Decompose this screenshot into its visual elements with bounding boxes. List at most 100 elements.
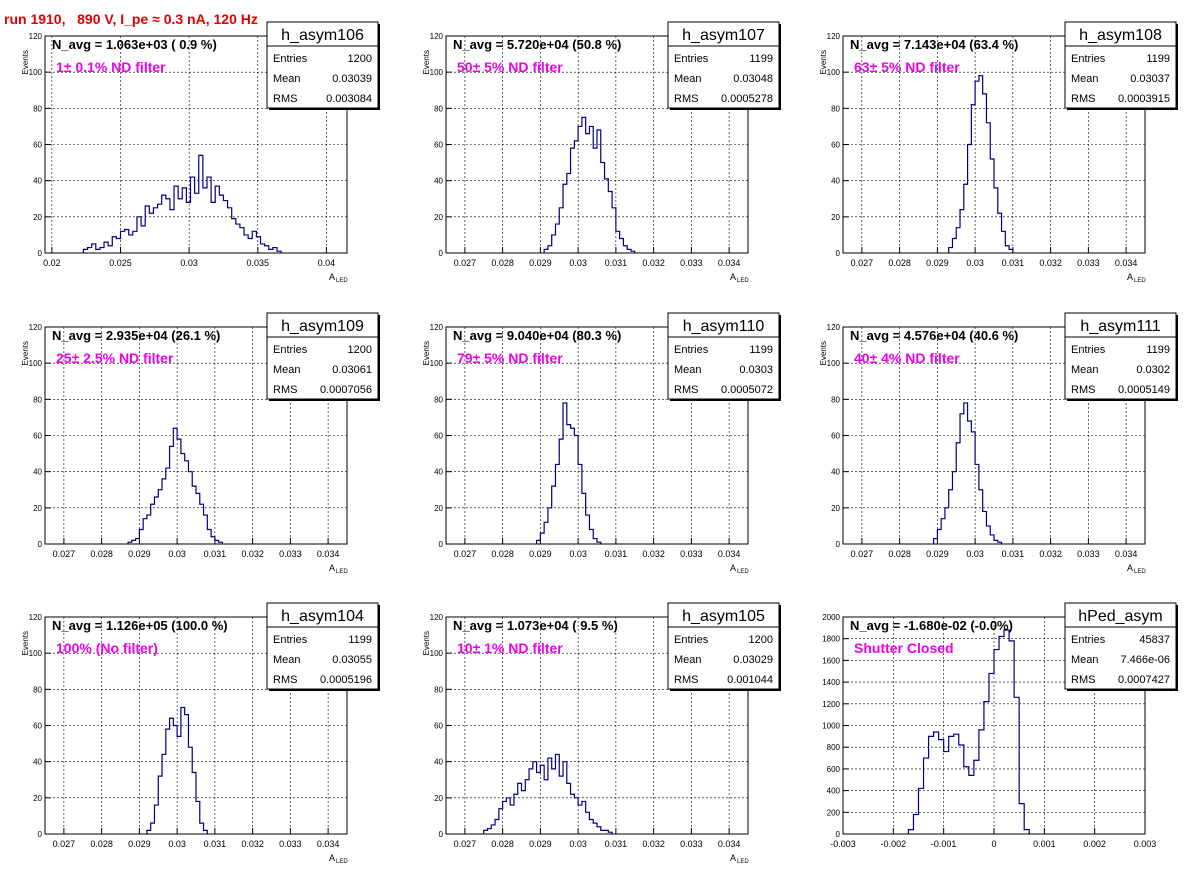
y-tick-label: 0: [38, 249, 43, 258]
histogram-bin: [908, 830, 913, 834]
navg-label: N_avg = 7.143e+04 (63.4 %): [850, 37, 1018, 52]
x-tick-label: 0.03: [569, 258, 587, 268]
x-tick-label: 0.033: [680, 258, 703, 268]
x-axis-label-subscript: LED: [1134, 569, 1146, 575]
x-tick-label: 0.028: [491, 839, 514, 849]
x-axis-label: A: [329, 853, 335, 863]
histogram-name: h_asym107: [682, 27, 765, 44]
histogram-bin: [145, 206, 149, 253]
histogram-name: h_asym108: [1079, 27, 1162, 44]
histogram-outline: [933, 402, 1003, 544]
histogram-name: h_asym111: [1080, 318, 1160, 335]
stats-label: Entries: [674, 634, 709, 646]
stats-box: [667, 602, 780, 690]
stats-value: 0.001044: [727, 674, 773, 686]
x-tick-label: 0.034: [317, 549, 340, 559]
histogram-bin: [166, 199, 170, 253]
x-tick-label: -0.001: [931, 839, 957, 849]
histogram-bin: [178, 199, 182, 253]
x-tick-label: 0.028: [491, 549, 514, 559]
histogram-bin: [133, 231, 137, 253]
histogram-bin: [147, 515, 151, 544]
histogram-bin: [129, 235, 133, 253]
histogram-bin: [537, 773, 541, 834]
stats-label: Entries: [1071, 344, 1106, 356]
y-tick-label: 120: [29, 32, 43, 41]
x-tick-label: 0.027: [851, 549, 874, 559]
plot-frame: [445, 35, 749, 254]
y-tick-label: 120: [430, 323, 444, 332]
y-tick-label: 0: [439, 540, 444, 549]
x-tick-label: 0.029: [926, 549, 949, 559]
stats-box: [1064, 21, 1177, 109]
filter-label: 40± 4% ND filter: [854, 350, 960, 366]
y-tick-label: 80: [33, 395, 42, 404]
y-tick-label: 40: [33, 468, 42, 477]
histogram-bin: [571, 794, 575, 834]
plot-frame: [44, 616, 348, 835]
filter-label: Shutter Closed: [854, 640, 954, 656]
stats-value: 1200: [348, 344, 372, 356]
navg-label: N_avg = 2.935e+04 (26.1 %): [52, 328, 220, 343]
y-tick-label: 100: [29, 649, 43, 658]
filter-label: 63± 5% ND filter: [854, 59, 960, 75]
x-tick-label: 0.03: [966, 258, 984, 268]
y-tick-label: 80: [33, 104, 42, 113]
x-tick-label: 0.028: [491, 258, 514, 268]
x-tick-label: 0.031: [1002, 549, 1025, 559]
y-tick-label: 120: [430, 32, 444, 41]
x-tick-label: 0.03: [966, 549, 984, 559]
x-tick-label: 0.002: [1083, 839, 1106, 849]
histogram-bin: [1024, 830, 1029, 834]
y-tick-label: 60: [33, 141, 42, 150]
histogram-outline: [536, 402, 602, 544]
histogram-bin: [994, 650, 999, 834]
x-tick-label: 0.029: [529, 258, 552, 268]
stats-label: Mean: [273, 654, 301, 666]
histogram-bin: [121, 231, 125, 253]
y-tick-label: 20: [434, 794, 443, 803]
histogram-bin: [256, 237, 260, 253]
stats-value: 0.03037: [1130, 73, 1170, 85]
x-tick-label: 0.029: [529, 839, 552, 849]
x-tick-label: 0: [991, 839, 996, 849]
y-tick-label: 80: [831, 395, 840, 404]
x-tick-label: 0.028: [888, 258, 911, 268]
histogram-bin: [261, 244, 265, 253]
stats-label: RMS: [674, 93, 698, 105]
x-axis-label-subscript: LED: [336, 569, 348, 575]
stats-label: RMS: [1071, 384, 1095, 396]
x-tick-label: 0.035: [247, 258, 270, 268]
histogram-bin: [203, 188, 207, 253]
navg-label: N_avg = 5.720e+04 (50.8 %): [453, 37, 621, 52]
histogram-bin: [153, 208, 157, 253]
stats-value: 0.03055: [332, 654, 372, 666]
y-tick-label: 40: [831, 468, 840, 477]
histogram-bin: [232, 219, 236, 253]
histogram-bin: [185, 461, 189, 544]
histogram-bin: [173, 726, 177, 835]
histogram-name: hPed_asym: [1078, 608, 1163, 625]
x-tick-label: 0.029: [926, 258, 949, 268]
stats-label: Entries: [1071, 53, 1106, 65]
histogram-panel-h_asym104: 0.027 0.028 0.029 0.03 0.031 0.032 0.033 0.034 0…: [21, 602, 380, 865]
histogram-bin: [1019, 804, 1024, 834]
stats-label: RMS: [273, 384, 297, 396]
histogram-bin: [964, 403, 968, 544]
y-tick-label: 800: [827, 743, 841, 752]
histogram-bin: [578, 126, 582, 253]
x-axis-label-subscript: LED: [336, 859, 348, 865]
stats-value: 1199: [749, 53, 773, 65]
y-tick-label: 80: [831, 104, 840, 113]
stats-label: Mean: [1071, 73, 1099, 85]
x-tick-label: 0.034: [1115, 258, 1138, 268]
y-tick-label: 200: [827, 808, 841, 817]
histogram-panel-h_asym109: 0.027 0.028 0.029 0.03 0.031 0.032 0.033 0.034 0…: [21, 312, 380, 575]
histogram-name: h_asym109: [281, 318, 364, 335]
stats-label: RMS: [273, 93, 297, 105]
histogram-bin: [544, 780, 548, 834]
navg-label: N_avg = -1.680e-02 (-0.0%): [850, 618, 1013, 633]
histogram-outline: [543, 116, 636, 253]
x-tick-label: 0.027: [851, 258, 874, 268]
histogram-outline: [948, 75, 1014, 253]
